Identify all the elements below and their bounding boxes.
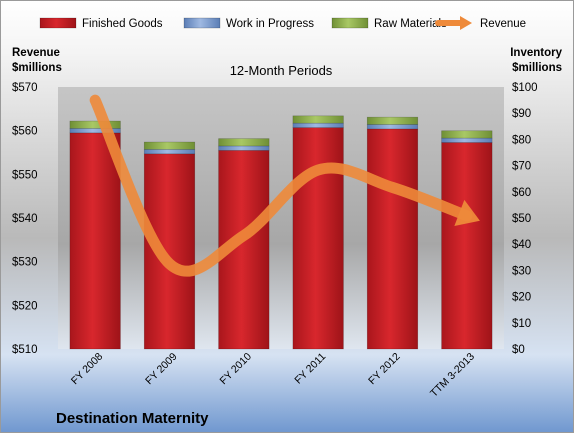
y-right-tick-label: $100 (512, 82, 538, 94)
legend-label: Raw Materials (374, 18, 447, 30)
y-right-tick-label: $30 (512, 265, 531, 277)
y-right-tick-label: $80 (512, 134, 531, 146)
revenue-line (89, 94, 473, 277)
bar-raw-materials (218, 138, 270, 147)
y-left-tick-label: $570 (12, 82, 38, 94)
y-right-tick-label: $50 (512, 213, 531, 225)
y-right-axis: $0 $10 $20 $30 $40 $50 $60 $70 $80 $90 $100 (512, 82, 538, 356)
y-right-label-line2: $millions (512, 62, 562, 74)
y-right-tick-label: $10 (512, 318, 531, 330)
bar-work-in-progress (143, 149, 196, 155)
y-right-tick-label: $70 (512, 161, 531, 173)
bar-raw-materials (441, 130, 493, 139)
y-right-label-line1: Inventory (510, 47, 562, 59)
y-left-label-line1: Revenue (12, 47, 60, 59)
bar-finished-goods (292, 127, 344, 350)
y-left-tick-label: $550 (12, 169, 38, 181)
bar-work-in-progress (366, 124, 419, 130)
legend-arrow-revenue (460, 16, 472, 30)
bar-raw-materials (292, 115, 344, 124)
legend-swatch-finished-goods (39, 17, 77, 29)
y-right-tick-label: $90 (512, 108, 531, 120)
y-left-tick-label: $530 (12, 257, 38, 269)
y-left-tick-label: $560 (12, 126, 38, 138)
y-left-label-line2: $millions (12, 62, 62, 74)
bars-group (69, 115, 493, 350)
revenue-line-group (89, 94, 480, 277)
company-name: Destination Maternity (56, 410, 209, 427)
plot-area (58, 87, 504, 349)
y-left-axis: $510 $520 $530 $540 $550 $560 $570 (12, 82, 38, 356)
y-right-tick-label: $60 (512, 187, 531, 199)
y-left-tick-label: $540 (12, 213, 38, 225)
y-right-tick-label: $40 (512, 239, 531, 251)
revenue-arrowhead (454, 199, 480, 227)
legend-label: Revenue (480, 18, 526, 30)
legend-swatch-work-in-progress (183, 17, 221, 29)
bar-raw-materials (143, 141, 196, 150)
legend-label: Finished Goods (82, 18, 163, 30)
bar-work-in-progress (441, 137, 493, 143)
y-left-tick-label: $520 (12, 300, 38, 312)
legend-label: Work in Progress (226, 18, 314, 30)
y-right-tick-label: $0 (512, 344, 525, 356)
bar-finished-goods (366, 128, 419, 350)
y-left-tick-label: $510 (12, 344, 38, 356)
bar-raw-materials (366, 116, 419, 125)
bar-finished-goods (69, 132, 121, 350)
bar-finished-goods (143, 153, 196, 350)
chart-title: 12-Month Periods (230, 63, 333, 78)
bar-work-in-progress (292, 122, 344, 128)
bar-raw-materials (69, 120, 121, 129)
y-right-tick-label: $20 (512, 292, 531, 304)
legend: Finished Goods Work in Progress Raw Materi… (39, 16, 526, 30)
bar-finished-goods (441, 142, 493, 350)
legend-swatch-raw-materials (331, 17, 369, 29)
bar-work-in-progress (218, 145, 270, 151)
